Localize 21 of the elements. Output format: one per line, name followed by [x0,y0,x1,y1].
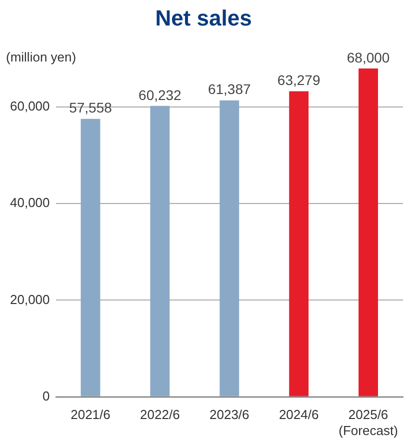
data-label: 57,558 [69,100,112,116]
bar [358,68,378,396]
x-tick-label: 2024/6 [278,407,319,422]
bar [220,100,240,396]
x-tick-label: 2022/6 [140,407,180,422]
bar [289,91,309,396]
bar [80,118,100,396]
data-label: 63,279 [277,72,320,88]
chart-title: Net sales [155,5,252,30]
x-tick-label: 2023/6 [210,407,250,422]
y-tick-label: 60,000 [10,98,50,114]
y-tick-label: 20,000 [10,292,50,307]
y-tick-label: 40,000 [10,195,50,210]
y-axis-title: (million yen) [6,49,76,64]
bar [150,106,170,396]
y-tick-label: 0 [42,388,50,404]
x-tick-label: 2025/6 (Forecast) [338,407,398,438]
data-label: 60,232 [138,86,182,103]
x-tick-label: 2021/6 [70,407,110,422]
data-label: 61,387 [208,81,251,98]
data-label: 68,000 [346,49,390,66]
